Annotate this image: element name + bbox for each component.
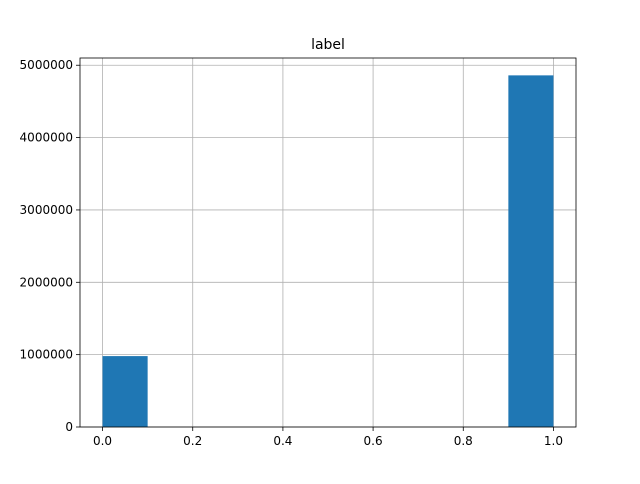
x-tick-label: 0.8	[454, 434, 473, 448]
bars	[102, 75, 554, 427]
y-tick-label: 3000000	[20, 203, 73, 217]
x-tick-label: 0.6	[364, 434, 383, 448]
histogram-bar	[508, 75, 554, 427]
y-tick-label: 5000000	[20, 58, 73, 72]
y-axis-ticks: 0 1000000 2000000 3000000 4000000 5000000	[20, 58, 80, 434]
histogram-bar	[102, 356, 148, 427]
y-tick-label: 2000000	[20, 275, 73, 289]
y-tick-label: 0	[65, 420, 73, 434]
x-tick-label: 0.4	[273, 434, 292, 448]
x-tick-label: 1.0	[544, 434, 563, 448]
chart-title: label	[311, 37, 345, 53]
x-tick-label: 0.2	[183, 434, 202, 448]
x-axis-ticks: 0.0 0.2 0.4 0.6 0.8 1.0	[93, 427, 563, 448]
y-tick-label: 1000000	[20, 348, 73, 362]
axes-frame	[79, 57, 577, 428]
grid-lines	[80, 58, 576, 428]
y-tick-label: 4000000	[20, 131, 73, 145]
plot-frame	[79, 57, 577, 428]
x-tick-label: 0.0	[93, 434, 112, 448]
